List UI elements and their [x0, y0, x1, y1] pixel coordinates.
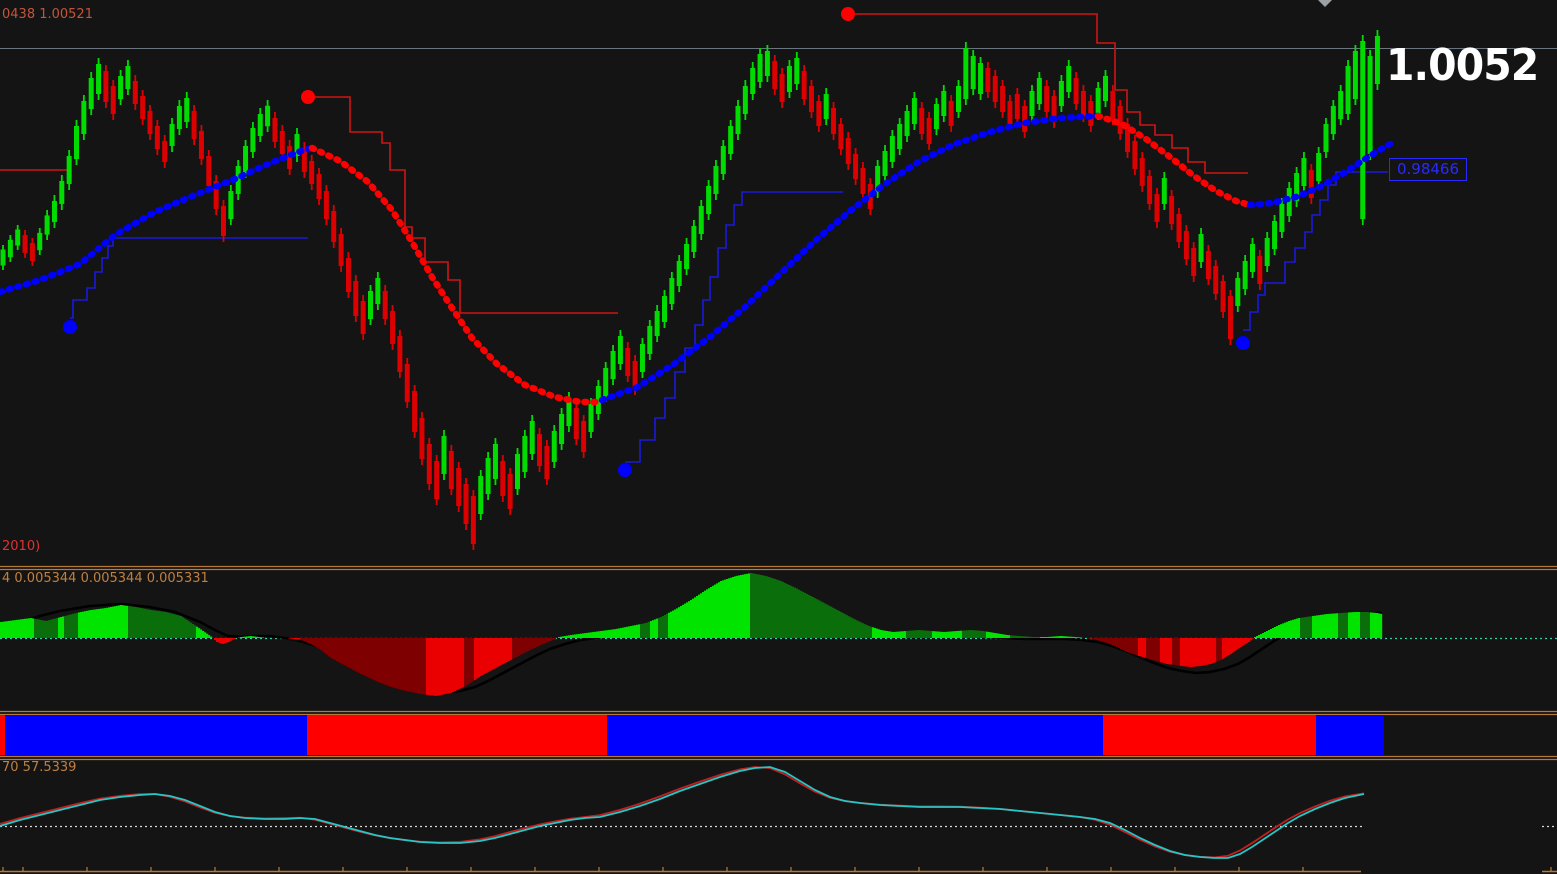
price-level-label: 0.98466 [1389, 158, 1467, 181]
macd-values-text: 4 0.005344 0.005344 0.005331 [2, 571, 209, 586]
panel-separators [0, 565, 1557, 761]
oscillator-values-text: 70 57.5339 [2, 760, 77, 775]
indicator-params-text: 2010) [2, 539, 41, 554]
current-price-text: 1.0052 [1386, 40, 1539, 91]
macd-histogram [0, 573, 1383, 696]
oscillator-red-line [0, 766, 1365, 859]
candles [0, 30, 1380, 550]
chart-end-marker-icon [1318, 0, 1332, 7]
time-axis [0, 867, 1557, 873]
ohlc-info-text: 0438 1.00521 [2, 7, 93, 22]
oscillator-cyan-line [0, 766, 1365, 859]
trend-step-lines [0, 13, 1388, 463]
moving-average-line [0, 112, 1394, 406]
oscillator-panel [0, 766, 1557, 859]
trend-reversal-dots [63, 7, 1250, 477]
trend-direction-bar [0, 715, 1384, 755]
